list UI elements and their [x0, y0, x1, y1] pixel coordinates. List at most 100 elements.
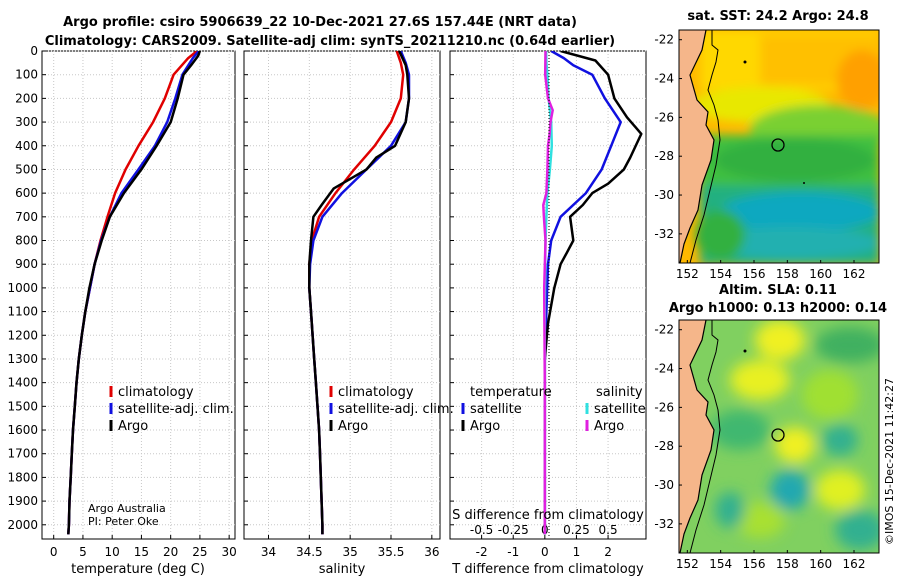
legend-t-satellite: satellite — [470, 402, 522, 417]
legend-satellite-adj: satellite-adj. clim. — [118, 402, 234, 417]
s-difference-label: S difference from climatology — [452, 508, 644, 523]
series-line-t-satellite — [543, 51, 622, 535]
legend-climatology: climatology — [118, 385, 194, 400]
map-x-tick-label: 162 — [843, 267, 866, 281]
depth-tick-label: 1900 — [7, 494, 38, 508]
sst-map — [679, 30, 879, 263]
map-y-tick-label: -24 — [654, 72, 674, 86]
depth-tick-label: 1700 — [7, 447, 38, 461]
x-tick-label: 15 — [134, 545, 149, 559]
sla-map-title2: Argo h1000: 0.13 h2000: 0.14 — [669, 301, 887, 316]
x-tick-label: 1 — [573, 545, 581, 559]
depth-tick-label: 1000 — [7, 281, 38, 295]
x-tick-label: 10 — [105, 545, 120, 559]
difference-xlabel: T difference from climatology — [451, 562, 644, 577]
temperature-xaxis: 0 5 10 15 20 25 30 — [50, 535, 237, 559]
x-tick-label: 30 — [222, 545, 237, 559]
depth-tick-label: 500 — [15, 162, 38, 176]
depth-tick-label: 1300 — [7, 352, 38, 366]
depth-tick-label: 1600 — [7, 423, 38, 437]
x-tick-label: 25 — [192, 545, 207, 559]
series-line-satellite-adj-clim- — [308, 51, 411, 535]
map-y-tick-label: -26 — [654, 400, 674, 414]
legend-argo: Argo — [118, 419, 148, 434]
map-x-tick-label: 158 — [776, 267, 799, 281]
depth-tick-label: 400 — [15, 139, 38, 153]
s-tick-label: 0.25 — [563, 523, 590, 537]
x-tick-label: -2 — [476, 545, 488, 559]
map-y-tick-label: -22 — [654, 33, 674, 47]
sla-map-title1: Altim. SLA: 0.11 — [719, 283, 837, 298]
map-y-tick-label: -26 — [654, 110, 674, 124]
credit-org: Argo Australia — [88, 502, 166, 515]
salinity-grid — [244, 50, 440, 539]
depth-tick-label: 800 — [15, 234, 38, 248]
map-y-tick-label: -28 — [654, 439, 674, 453]
x-tick-label: 0 — [541, 545, 549, 559]
x-tick-label: 5 — [79, 545, 87, 559]
temperature-xlabel: temperature (deg C) — [71, 562, 205, 577]
legend-s-satellite: satellite — [594, 402, 646, 417]
map-x-tick-label: 154 — [709, 557, 732, 571]
x-tick-label: 36 — [424, 545, 439, 559]
map-y-tick-label: -30 — [654, 188, 674, 202]
depth-tick-label: 200 — [15, 91, 38, 105]
sst-map-frame — [678, 29, 880, 264]
sla-map — [679, 320, 879, 553]
series-line-s-argo — [542, 51, 554, 535]
x-tick-label: 34 — [261, 545, 276, 559]
s-tick-label: -0.25 — [498, 523, 529, 537]
map-y-tick-label: -32 — [654, 517, 674, 531]
map-y-tick-label: -30 — [654, 478, 674, 492]
depth-axis: 0 100 200 300 400 500 600 700 800 900 1000 1100 1200… — [7, 44, 38, 532]
sst-map-title: sat. SST: 24.2 Argo: 24.8 — [687, 9, 868, 24]
legend-s-argo: Argo — [594, 419, 624, 434]
figure-title-line2: Climatology: CARS2009. Satellite-adj cli… — [45, 34, 615, 49]
argo-location-marker — [771, 428, 785, 442]
depth-tick-label: 600 — [15, 186, 38, 200]
x-tick-label: 35 — [343, 545, 358, 559]
map-x-tick-label: 152 — [676, 267, 699, 281]
x-tick-label: 0 — [50, 545, 58, 559]
series-line-argo — [67, 51, 202, 535]
legend-satellite-adj: satellite-adj. clim. — [338, 402, 454, 417]
x-tick-label: -1 — [507, 545, 519, 559]
temperature-lines — [67, 51, 202, 535]
salinity-xlabel: salinity — [319, 562, 366, 577]
map-x-tick-label: 160 — [809, 267, 832, 281]
map-y-tick-label: -22 — [654, 323, 674, 337]
depth-tick-label: 100 — [15, 68, 38, 82]
depth-tick-label: 300 — [15, 115, 38, 129]
temperature-legend: climatology satellite-adj. clim. Argo — [109, 385, 234, 434]
sst-map-ticks: 152 154 156 158 160 162 -22 -24 -26 -28 -30 -32 — [654, 33, 865, 281]
figure-title-line1: Argo profile: csiro 5906639_22 10-Dec-20… — [63, 15, 577, 30]
salinity-xaxis: 34 34.5 35 35.5 36 — [261, 535, 439, 559]
salinity-legend: climatology satellite-adj. clim. Argo — [329, 385, 454, 434]
sla-map-frame — [678, 319, 880, 554]
s-tick-label: -0.5 — [470, 523, 493, 537]
x-tick-label: 20 — [163, 545, 178, 559]
depth-tick-label: 1200 — [7, 328, 38, 342]
sla-map-ticks: 152 154 156 158 160 162 -22 -24 -26 -28 -30 -32 — [654, 323, 865, 571]
map-x-tick-label: 158 — [776, 557, 799, 571]
depth-tick-label: 900 — [15, 257, 38, 271]
map-x-tick-label: 152 — [676, 557, 699, 571]
series-line-argo — [308, 51, 411, 535]
s-tick-label: 0.5 — [599, 523, 618, 537]
legend-temperature-title: temperature — [470, 385, 552, 400]
map-x-tick-label: 162 — [843, 557, 866, 571]
salinity-panel-frame — [243, 50, 441, 540]
series-line-t-argo — [543, 51, 643, 535]
map-x-tick-label: 156 — [743, 557, 766, 571]
series-line-climatology — [308, 51, 405, 535]
x-tick-label: 34.5 — [296, 545, 323, 559]
map-y-tick-label: -28 — [654, 149, 674, 163]
map-x-tick-label: 154 — [709, 267, 732, 281]
difference-lines — [542, 51, 643, 535]
argo-location-marker — [771, 138, 785, 152]
legend-t-argo: Argo — [470, 419, 500, 434]
map-x-tick-label: 160 — [809, 557, 832, 571]
legend-argo: Argo — [338, 419, 368, 434]
depth-tick-label: 1400 — [7, 376, 38, 390]
